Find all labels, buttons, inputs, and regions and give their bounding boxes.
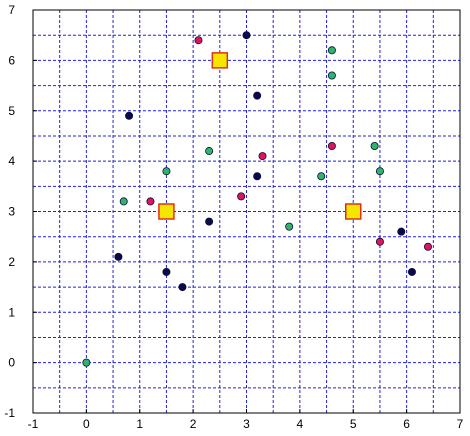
circle-marker <box>162 167 171 176</box>
circle-marker <box>407 267 416 276</box>
circle-marker <box>327 142 336 151</box>
circle-marker <box>125 111 134 120</box>
y-tick-label: 4 <box>8 154 15 168</box>
y-tick-label: 3 <box>8 205 15 219</box>
circle-marker <box>285 222 294 231</box>
y-tick-label: -1 <box>4 406 15 420</box>
x-tick-label: 0 <box>83 417 90 431</box>
circle-marker <box>237 192 246 201</box>
x-tick-label: 4 <box>297 417 304 431</box>
y-tick-label: 0 <box>8 356 15 370</box>
circle-marker <box>114 252 123 261</box>
x-tick-label: 5 <box>350 417 357 431</box>
circle-marker <box>205 217 214 226</box>
circle-marker <box>242 31 251 40</box>
y-tick-label: 2 <box>8 255 15 269</box>
circle-marker <box>205 147 214 156</box>
y-tick-label: 7 <box>8 3 15 17</box>
grid <box>33 10 460 413</box>
circle-marker <box>327 46 336 55</box>
axes-frame <box>32 9 461 414</box>
circle-marker <box>253 91 262 100</box>
circle-marker <box>82 358 91 367</box>
circle-marker <box>146 197 155 206</box>
square-marker <box>158 203 175 220</box>
y-tick-label: 1 <box>8 305 15 319</box>
circle-marker <box>317 172 326 181</box>
square-marker <box>211 52 229 69</box>
circle-marker <box>423 242 432 251</box>
circle-marker <box>194 36 203 45</box>
y-tick-label: 5 <box>8 104 15 118</box>
tick-labels: -1 0 1 2 3 4 5 6 7 -1 0 1 2 3 4 5 6 7 <box>4 3 463 431</box>
circle-marker <box>397 227 406 236</box>
x-tick-label: 3 <box>243 417 250 431</box>
x-tick-label: -1 <box>28 417 39 431</box>
circle-marker <box>375 237 384 246</box>
circle-marker <box>162 267 171 276</box>
x-tick-label: 6 <box>403 417 410 431</box>
circle-marker <box>375 167 384 176</box>
x-tick-label: 7 <box>457 417 464 431</box>
circle-marker <box>370 142 379 151</box>
square-marker <box>345 203 362 220</box>
circle-marker <box>253 172 262 181</box>
circle-marker <box>327 71 336 80</box>
circle-marker <box>119 197 128 206</box>
x-tick-label: 1 <box>136 417 143 431</box>
y-tick-label: 6 <box>8 53 15 67</box>
x-tick-label: 2 <box>190 417 197 431</box>
circle-marker <box>178 283 187 292</box>
data-points <box>82 31 432 367</box>
circle-marker <box>258 152 267 161</box>
